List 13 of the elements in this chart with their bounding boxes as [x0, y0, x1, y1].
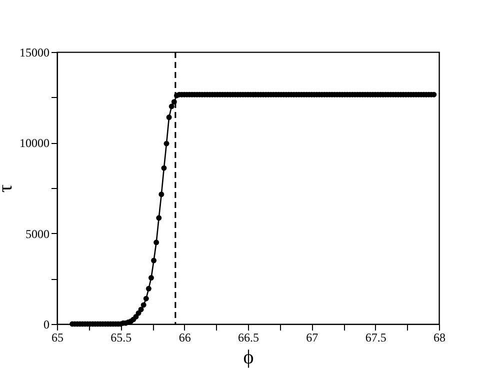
y-tick-label: 15000 [20, 46, 50, 60]
x-axis-title: ϕ [243, 346, 254, 368]
x-tick-label: 68 [434, 330, 446, 344]
x-tick-label: 67 [306, 330, 318, 344]
x-tick-label: 66 [178, 330, 191, 344]
y-axis-title: τ [0, 184, 16, 193]
x-tick-label: 66.5 [238, 330, 259, 344]
x-tick-label: 67.5 [365, 330, 386, 344]
x-tick-label: 65 [52, 330, 64, 344]
y-tick-label: 0 [44, 318, 50, 332]
x-tick-label: 65.5 [110, 330, 132, 344]
y-tick-label: 5000 [26, 226, 50, 241]
y-tick-label: 10000 [20, 136, 50, 150]
